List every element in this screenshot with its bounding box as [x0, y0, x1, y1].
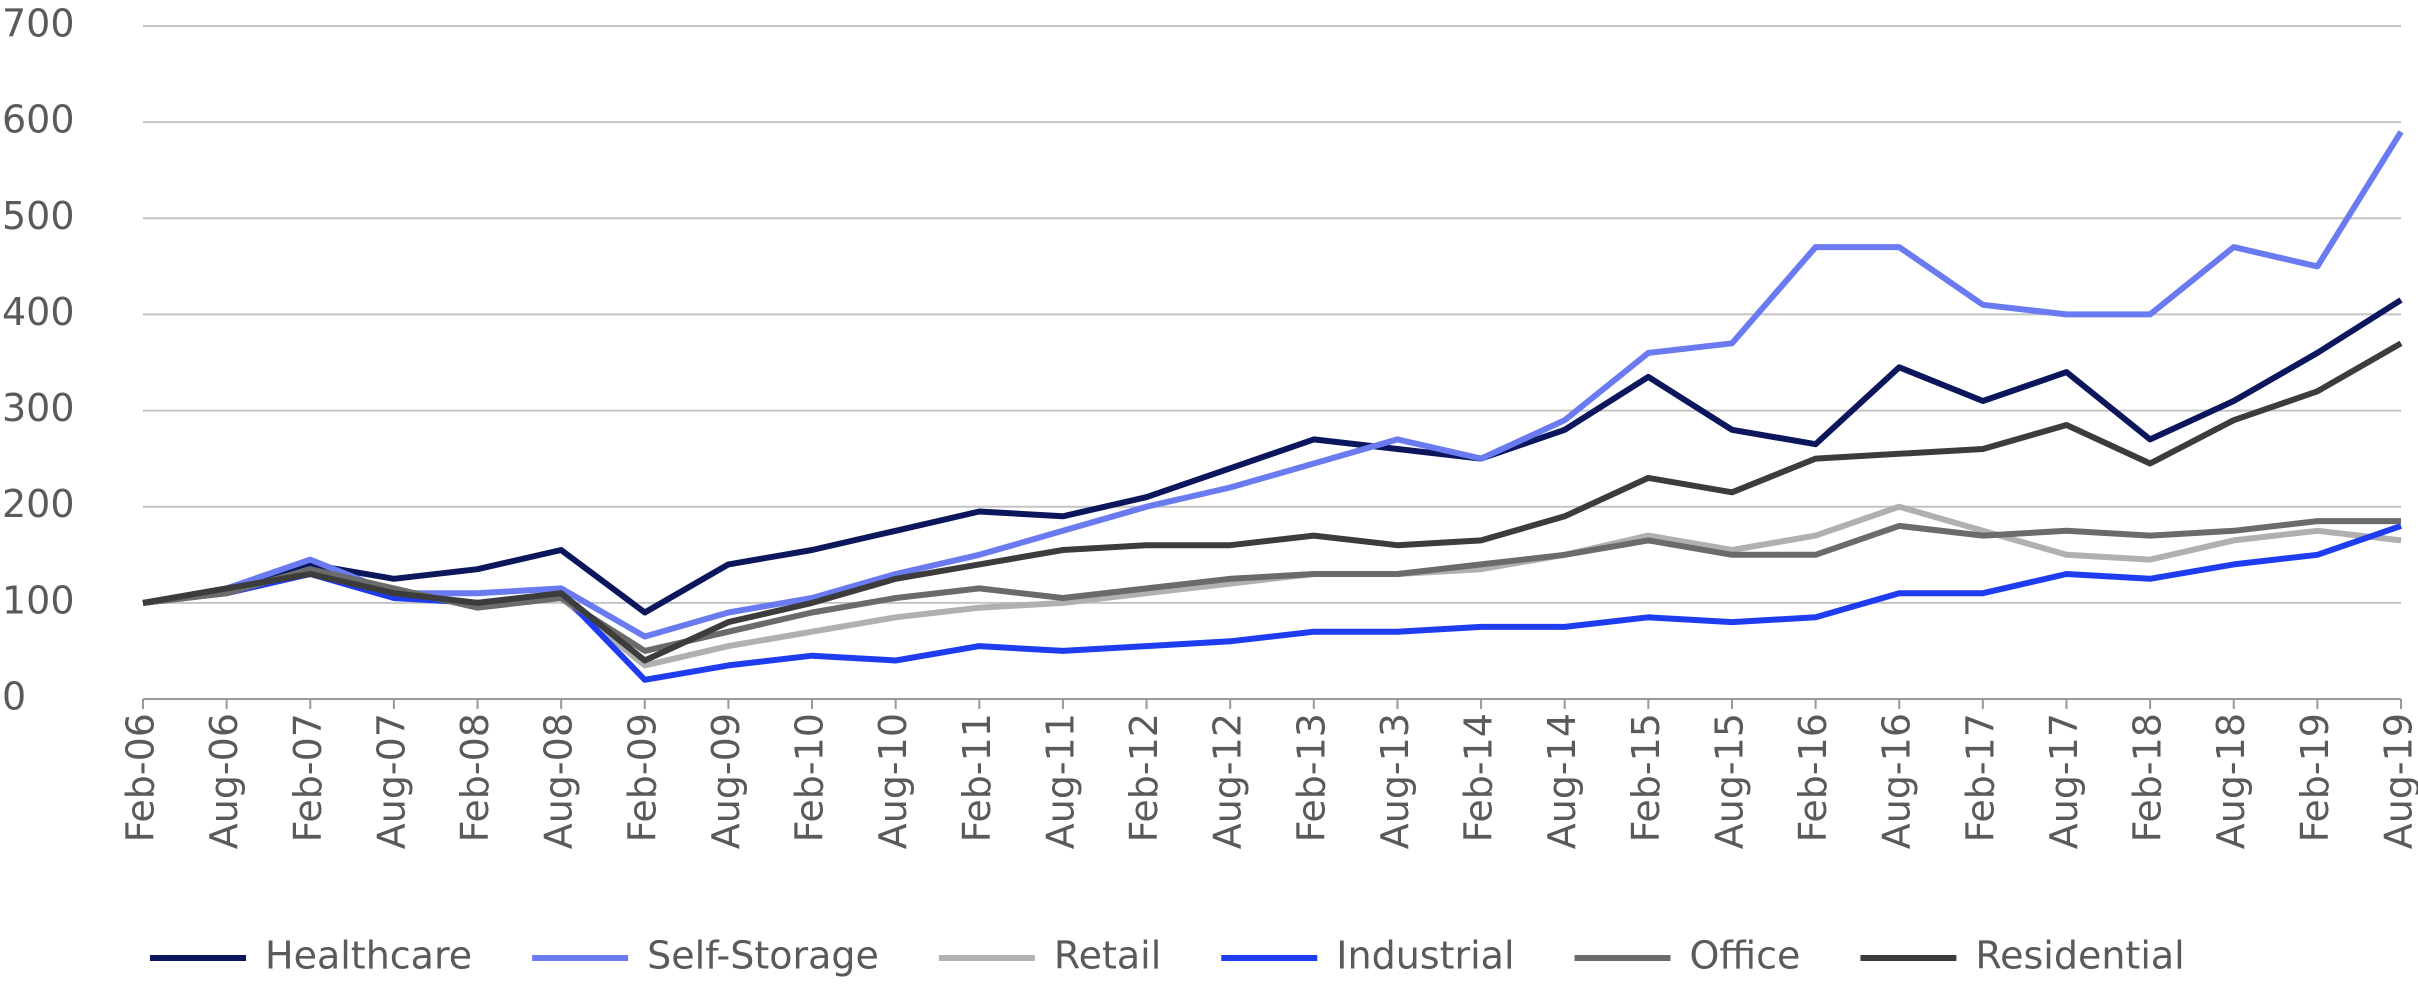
y-tick-label: 700	[2, 2, 75, 46]
x-tick-label: Aug-14	[1540, 713, 1584, 849]
y-tick-label: 600	[2, 98, 75, 142]
x-tick-label: Feb-16	[1791, 713, 1835, 842]
y-tick-label: 0	[2, 675, 26, 719]
x-tick-label: Feb-17	[1958, 713, 2002, 842]
y-tick-label: 500	[2, 194, 75, 238]
x-tick-label: Feb-06	[119, 713, 163, 842]
legend-label: Industrial	[1336, 934, 1514, 978]
legend-label: Self-Storage	[647, 934, 879, 978]
x-tick-label: Aug-07	[369, 713, 413, 849]
y-tick-label: 100	[2, 578, 75, 622]
x-tick-label: Aug-11	[1038, 713, 1082, 849]
x-tick-label: Feb-07	[286, 713, 330, 842]
x-tick-label: Feb-15	[1624, 713, 1668, 842]
x-tick-label: Aug-10	[871, 713, 915, 849]
y-tick-label: 300	[2, 386, 75, 430]
x-tick-label: Aug-13	[1373, 713, 1417, 849]
x-tick-label: Aug-16	[1875, 713, 1919, 849]
x-tick-label: Feb-11	[955, 713, 999, 842]
x-tick-label: Aug-15	[1707, 713, 1751, 849]
series-line	[142, 297, 2403, 616]
x-tick-label: Feb-14	[1457, 713, 1501, 842]
x-tick-label: Feb-10	[788, 713, 832, 842]
series-line	[142, 340, 2403, 664]
legend-label: Office	[1690, 934, 1801, 978]
series-line	[142, 130, 2404, 640]
y-tick-label: 400	[2, 290, 75, 334]
x-tick-label: Aug-12	[1206, 713, 1250, 849]
series-line	[142, 518, 2401, 654]
x-tick-label: Feb-13	[1289, 713, 1333, 842]
x-tick-label: Aug-06	[202, 713, 246, 849]
legend-label: Residential	[1975, 934, 2184, 978]
x-tick-label: Aug-09	[704, 713, 748, 849]
x-tick-label: Aug-18	[2209, 713, 2253, 849]
x-tick-label: Feb-08	[453, 713, 497, 842]
x-tick-label: Aug-17	[2042, 713, 2086, 849]
legend-label: Retail	[1054, 934, 1161, 978]
x-tick-label: Aug-08	[537, 713, 581, 849]
x-tick-label: Feb-09	[620, 713, 664, 842]
x-tick-label: Feb-18	[2126, 713, 2170, 842]
x-tick-label: Aug-19	[2377, 713, 2418, 849]
legend-label: Healthcare	[265, 934, 472, 978]
y-tick-label: 200	[2, 482, 75, 526]
x-tick-label: Feb-19	[2293, 713, 2337, 842]
x-tick-label: Feb-12	[1122, 713, 1166, 842]
